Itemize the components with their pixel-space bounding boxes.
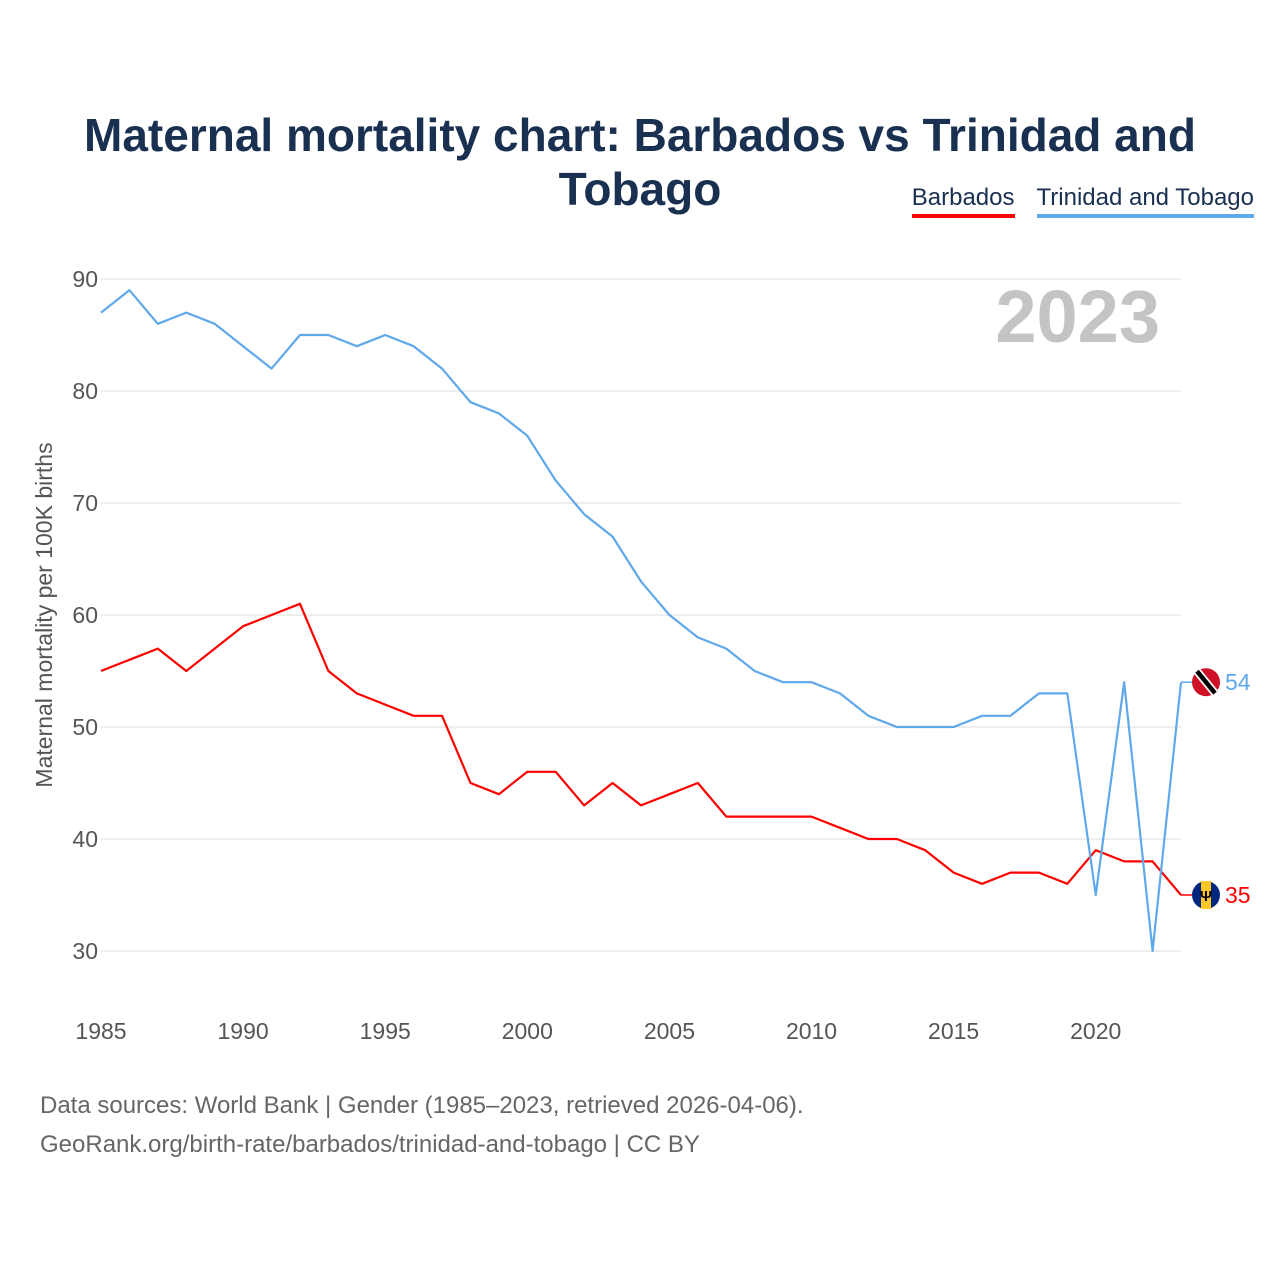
y-tick-label: 50 <box>72 714 98 740</box>
y-tick-label: 40 <box>72 826 98 852</box>
y-axis-label: Maternal mortality per 100K births <box>31 442 57 787</box>
legend-barbados[interactable]: Barbados <box>911 184 1015 218</box>
x-tick-label: 1985 <box>75 1018 126 1044</box>
y-tick-label: 80 <box>72 378 98 404</box>
y-tick-label: 90 <box>72 266 98 292</box>
year-watermark: 2023 <box>995 275 1160 358</box>
y-tick-label: 70 <box>72 490 98 516</box>
y-tick-label: 30 <box>72 938 98 964</box>
x-tick-label: 2020 <box>1070 1018 1121 1044</box>
chart-title: Maternal mortality chart: Barbados vs Tr… <box>84 109 1196 215</box>
x-tick-label: 2000 <box>502 1018 553 1044</box>
legend-trinidad-and-tobago[interactable]: Trinidad and Tobago <box>1036 184 1254 218</box>
footer-attribution[interactable]: GeoRank.org/birth-rate/barbados/trinidad… <box>40 1131 700 1158</box>
x-tick-label: 2010 <box>786 1018 837 1044</box>
y-tick-label: 60 <box>72 602 98 628</box>
footer: Data sources: World Bank | Gender (1985–… <box>40 1086 804 1164</box>
x-tick-label: 1990 <box>218 1018 269 1044</box>
legend: Barbados Trinidad and Tobago <box>911 184 1254 218</box>
series-line-trinidad-and-tobago <box>100 289 1183 953</box>
x-tick-label: 2005 <box>644 1018 695 1044</box>
end-value-label: 54 <box>1225 669 1251 695</box>
end-value-label: 35 <box>1225 882 1251 908</box>
x-tick-label: 2015 <box>928 1018 979 1044</box>
flag-stripe-black <box>1195 669 1217 695</box>
trident-icon: Ψ <box>1200 888 1212 905</box>
x-tick-label: 1995 <box>360 1018 411 1044</box>
footer-sources: Data sources: World Bank | Gender (1985–… <box>40 1092 804 1119</box>
series-line-barbados <box>100 602 1182 896</box>
barbados-flag-stripe <box>1201 881 1211 909</box>
